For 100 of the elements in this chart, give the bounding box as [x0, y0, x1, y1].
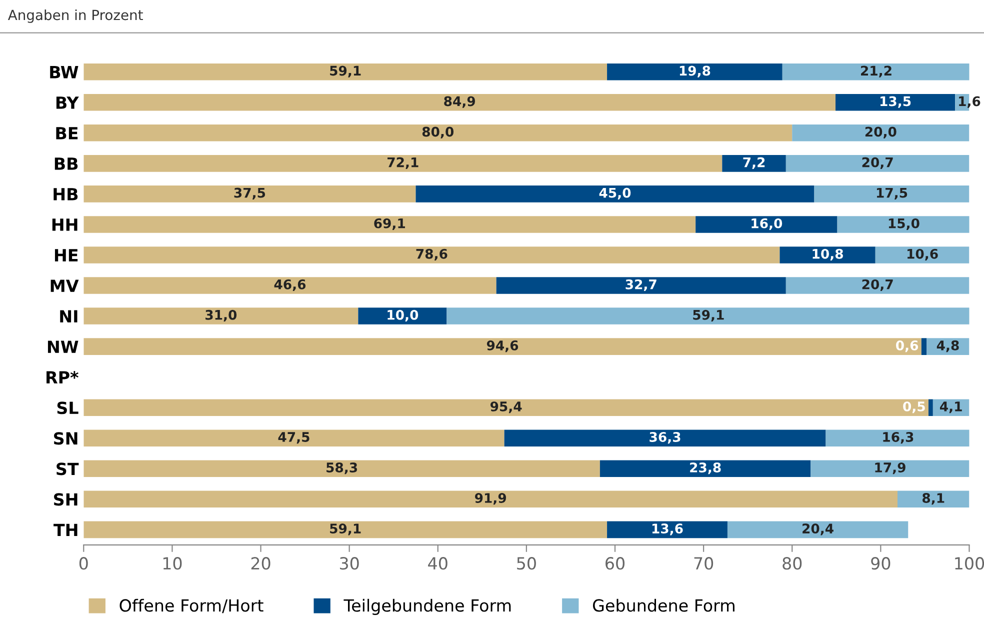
bar [84, 216, 696, 233]
bar [837, 216, 970, 233]
data-label: 95,4 [490, 401, 522, 414]
data-label: 0,6 [896, 340, 918, 352]
bar [84, 246, 780, 264]
data-label: 36,3 [650, 432, 680, 444]
bar [84, 490, 898, 508]
y-tick-label: BY [56, 96, 79, 109]
x-tick-label: 60 [606, 557, 624, 570]
data-label: 91,9 [474, 493, 506, 505]
y-tick-label: NI [60, 310, 78, 322]
data-label: 7,2 [743, 157, 765, 169]
data-label: 16,0 [752, 218, 782, 230]
bar [446, 308, 970, 324]
bar [358, 308, 447, 324]
y-tick-label: ST [56, 462, 79, 476]
y-tick-label: RP* [46, 371, 78, 384]
data-label: 13,6 [652, 524, 683, 536]
legend-label: Teilgebundene Form [344, 598, 511, 615]
bar [722, 155, 786, 172]
bar [814, 186, 970, 202]
bar [928, 399, 933, 416]
y-tick-label: BE [56, 127, 78, 140]
bar [504, 430, 826, 447]
data-label: 19,8 [680, 66, 710, 78]
data-label: 59,1 [330, 524, 361, 536]
bar [696, 216, 838, 233]
y-tick-label: BB [54, 158, 78, 170]
bar [600, 460, 811, 478]
bar [727, 521, 908, 538]
data-label: 80,0 [422, 126, 454, 138]
data-label: 10,0 [388, 310, 418, 322]
x-tick-label: 50 [517, 557, 536, 570]
data-label: 10,8 [812, 248, 844, 261]
bar [607, 63, 782, 80]
y-tick-label: MV [50, 280, 79, 292]
data-label: 37,5 [234, 188, 266, 200]
bar [826, 430, 970, 447]
bar [780, 246, 876, 264]
y-tick-label: SL [57, 402, 78, 414]
bar [84, 430, 504, 447]
bar [921, 338, 927, 355]
bar [84, 338, 922, 355]
y-tick-label: HE [54, 249, 78, 262]
legend-label: Offene Form/Hort [120, 598, 264, 614]
bar [607, 521, 728, 538]
bar [416, 186, 814, 202]
bar [836, 94, 956, 111]
bar [84, 308, 358, 324]
data-label: 17,5 [876, 188, 908, 200]
x-tick-label: 0 [79, 557, 88, 570]
data-label: 46,6 [274, 279, 306, 292]
bar [84, 124, 792, 142]
data-label: 69,1 [374, 218, 405, 230]
data-label: 72,1 [388, 157, 418, 169]
data-label: 45,0 [599, 188, 631, 200]
data-label: 21,2 [861, 66, 892, 78]
bar [84, 399, 928, 416]
bar [792, 124, 970, 142]
y-tick-label: BW [50, 66, 78, 78]
data-label: 78,6 [416, 248, 448, 261]
data-label: 8,1 [922, 493, 944, 505]
y-tick-label: TH [54, 524, 78, 536]
data-label: 20,7 [862, 157, 893, 169]
data-label: 84,9 [444, 96, 476, 108]
x-tick-label: 40 [428, 557, 448, 570]
bar [496, 277, 786, 294]
data-label: 16,3 [883, 432, 914, 444]
bar [810, 460, 970, 478]
y-tick-label: SN [54, 432, 78, 445]
x-tick-label: 90 [871, 557, 890, 570]
bar [84, 63, 608, 80]
x-tick-label: 80 [782, 557, 802, 570]
bar [84, 94, 836, 111]
y-tick-label: SH [54, 493, 78, 506]
bar [84, 186, 416, 202]
data-label: 15,0 [888, 218, 920, 230]
data-label: 94,6 [486, 340, 518, 352]
data-label: 13,5 [880, 96, 911, 108]
data-label: 4,1 [940, 402, 962, 414]
data-label: 32,7 [626, 279, 656, 292]
y-tick-label: NW [48, 340, 78, 353]
bar [84, 277, 496, 294]
data-label: 31,0 [206, 310, 237, 322]
data-label: 58,3 [326, 462, 358, 474]
x-tick-label: 100 [955, 557, 984, 570]
data-label: 17,9 [875, 462, 906, 474]
bar [786, 155, 970, 172]
data-label: 59,1 [330, 66, 361, 78]
y-tick-label: HB [54, 188, 78, 200]
bar [782, 63, 970, 80]
bar [898, 490, 970, 508]
bar [84, 460, 600, 478]
legend-label: Gebundene Form [592, 598, 734, 612]
chart-title: Angaben in Prozent [8, 9, 143, 23]
x-tick-label: 20 [251, 557, 270, 570]
data-label: 47,5 [278, 432, 310, 444]
bar [786, 277, 970, 294]
data-label: 20,7 [862, 279, 893, 292]
x-tick-label: 70 [694, 557, 714, 570]
